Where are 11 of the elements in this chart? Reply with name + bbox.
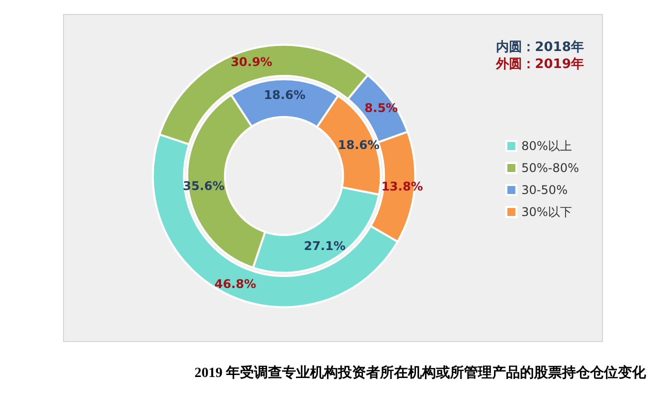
text: 内圆：2018年 <box>496 40 584 55</box>
text: 2019 年受调查专业机构投资者所在机构或所管理产品的股票持仓仓位变化 <box>194 364 647 382</box>
legend-label: 30-50% <box>521 183 568 197</box>
legend-label: 50%-80% <box>521 161 580 175</box>
data-label: 46.8% <box>214 277 256 292</box>
data-label: 18.6% <box>264 88 306 102</box>
data-label: 27.1% <box>304 238 346 253</box>
data-label: 30.9% <box>230 54 272 69</box>
text: 外圆：2019年 <box>494 57 584 72</box>
legend-label: 80%以上 <box>521 139 572 153</box>
legend-label: 30%以下 <box>521 205 572 219</box>
